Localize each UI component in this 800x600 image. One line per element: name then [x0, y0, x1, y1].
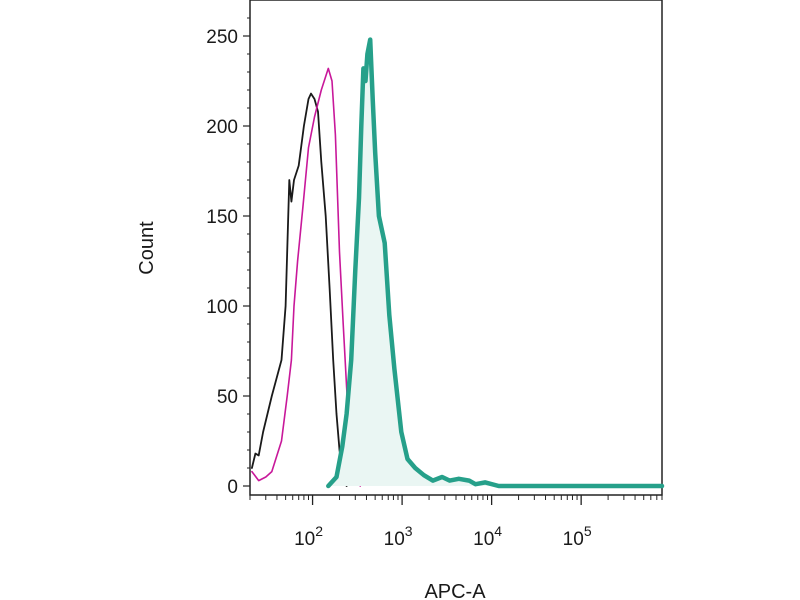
x-axis: 102 103 104 105 — [249, 495, 663, 550]
y-axis: 0 50 100 150 200 250 — [206, 17, 250, 498]
y-tick-label: 50 — [217, 387, 238, 408]
x-tick-label: 103 — [384, 523, 413, 550]
x-tick-label: 102 — [294, 523, 323, 550]
y-tick-label: 0 — [227, 477, 238, 498]
series-layer — [251, 37, 665, 489]
x-tick-label: 104 — [473, 523, 502, 550]
y-tick-label: 100 — [206, 297, 238, 318]
y-tick-label: 250 — [206, 27, 238, 48]
y-tick-label: 150 — [206, 207, 238, 228]
y-tick-label: 200 — [206, 117, 238, 138]
plot-frame — [249, 0, 663, 496]
series-3-line — [326, 37, 665, 489]
y-axis-title: Count — [136, 221, 158, 275]
series-3-area — [328, 39, 662, 486]
series-1-line — [251, 92, 348, 487]
x-tick-label: 105 — [563, 523, 592, 550]
x-axis-title: APC-A — [424, 581, 486, 600]
